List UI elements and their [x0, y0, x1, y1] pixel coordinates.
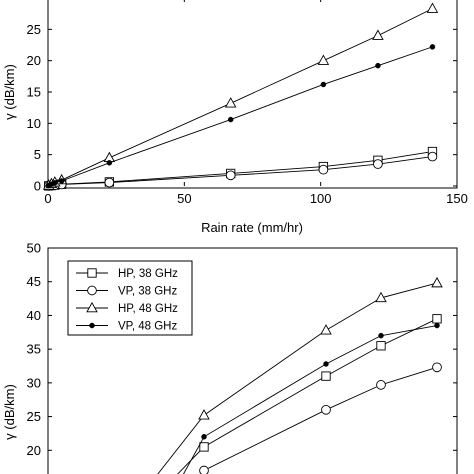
top-x-tick-label: 150	[446, 191, 468, 206]
top-data-point-circle	[225, 170, 236, 181]
top-y-tick-label: 20	[27, 53, 41, 68]
bottom-series-line-circle	[203, 366, 438, 474]
top-data-point-triangle	[372, 29, 384, 40]
top-data-point-circle	[104, 177, 115, 188]
bottom-y-tick-label: 20	[27, 443, 41, 458]
top-x-axis-label: Rain rate (mm/hr)	[201, 220, 303, 235]
top-y-tick-label: 10	[27, 116, 41, 131]
bottom-y-axis-label: γ (dB/km)	[2, 384, 17, 440]
bottom-y-tick-label: 25	[27, 409, 41, 424]
bottom-series-line-triangle	[157, 282, 438, 474]
legend-marker-square-icon	[87, 268, 97, 278]
top-y-tick-label: 25	[27, 22, 41, 37]
top-x-tick-label: 50	[177, 191, 191, 206]
bottom-data-point-triangle	[198, 409, 210, 420]
bottom-data-point-circle	[199, 465, 209, 474]
bottom-data-point-dot	[378, 332, 384, 339]
top-data-point-dot	[58, 178, 65, 184]
bottom-y-tick-label: 35	[27, 342, 41, 357]
legend: HP, 38 GHz VP, 38 GHz HP, 48 GHz VP, 48 GHz	[67, 260, 193, 336]
top-series-group	[42, 2, 439, 191]
bottom-y-tick-label: 45	[27, 274, 41, 289]
top-data-point-triangle	[426, 2, 439, 13]
bottom-axis-ticks: 1520253035404550	[27, 241, 457, 458]
legend-marker-triangle-icon	[86, 301, 98, 313]
bottom-data-point-dot	[434, 322, 440, 329]
bottom-y-tick-label: 30	[27, 375, 41, 390]
bottom-series-line-dot	[182, 325, 438, 474]
top-plot-frame	[47, 0, 458, 189]
top-data-point-circle	[427, 151, 438, 162]
top-data-point-dot	[320, 81, 327, 88]
legend-label: VP, 38 GHz	[118, 286, 177, 298]
bottom-data-point-triangle	[431, 276, 443, 288]
top-data-point-dot	[106, 160, 113, 166]
bottom-data-point-triangle	[320, 324, 332, 335]
top-y-tick-label: 5	[34, 147, 41, 162]
bottom-y-tick-label: 40	[27, 308, 41, 323]
bottom-plot-frame	[47, 247, 458, 474]
bottom-data-point-square	[432, 314, 442, 324]
top-data-point-circle	[318, 164, 329, 175]
bottom-data-point-circle	[432, 362, 442, 373]
bottom-data-point-triangle	[375, 291, 387, 303]
bottom-chart: 1520253035404550 γ (dB/km) HP, 38 GHzVP,…	[2, 241, 458, 474]
top-data-point-dot	[429, 44, 436, 50]
bottom-data-point-square	[376, 341, 386, 351]
top-axis-ticks: 0 50 100 150 0 5 10 15 20 25	[27, 0, 468, 206]
top-chart: 0 50 100 150 0 5 10 15 20 25 Rain rate (mm/hr) γ …	[2, 0, 468, 235]
top-x-tick-label: 100	[310, 191, 332, 206]
top-y-tick-label: 15	[27, 85, 41, 100]
bottom-y-tick-label: 50	[27, 241, 41, 256]
legend-label: VP, 48 GHz	[118, 321, 177, 333]
top-y-axis-label: γ (dB/km)	[2, 64, 17, 120]
top-data-point-triangle	[224, 97, 237, 108]
bottom-data-point-square	[199, 442, 209, 452]
bottom-data-point-square	[321, 371, 331, 381]
top-data-point-dot	[227, 116, 234, 123]
legend-label: HP, 38 GHz	[118, 268, 178, 280]
legend-marker-circle-icon	[87, 285, 97, 296]
legend-label: HP, 48 GHz	[118, 303, 178, 315]
top-x-tick-label: 0	[44, 191, 51, 206]
bottom-data-point-dot	[323, 361, 329, 367]
bottom-data-point-circle	[321, 404, 331, 415]
bottom-data-point-circle	[376, 380, 386, 390]
top-data-point-dot	[52, 180, 58, 186]
top-data-point-dot	[375, 62, 381, 69]
top-y-tick-label: 0	[34, 179, 41, 194]
bottom-series-group	[157, 276, 443, 474]
bottom-data-point-dot	[201, 434, 207, 440]
top-data-point-triangle	[317, 54, 330, 65]
legend-items: HP, 38 GHz VP, 38 GHz HP, 48 GHz VP, 48 GHz	[76, 268, 178, 333]
top-data-point-circle	[373, 159, 383, 169]
legend-marker-dot-icon	[89, 322, 95, 329]
